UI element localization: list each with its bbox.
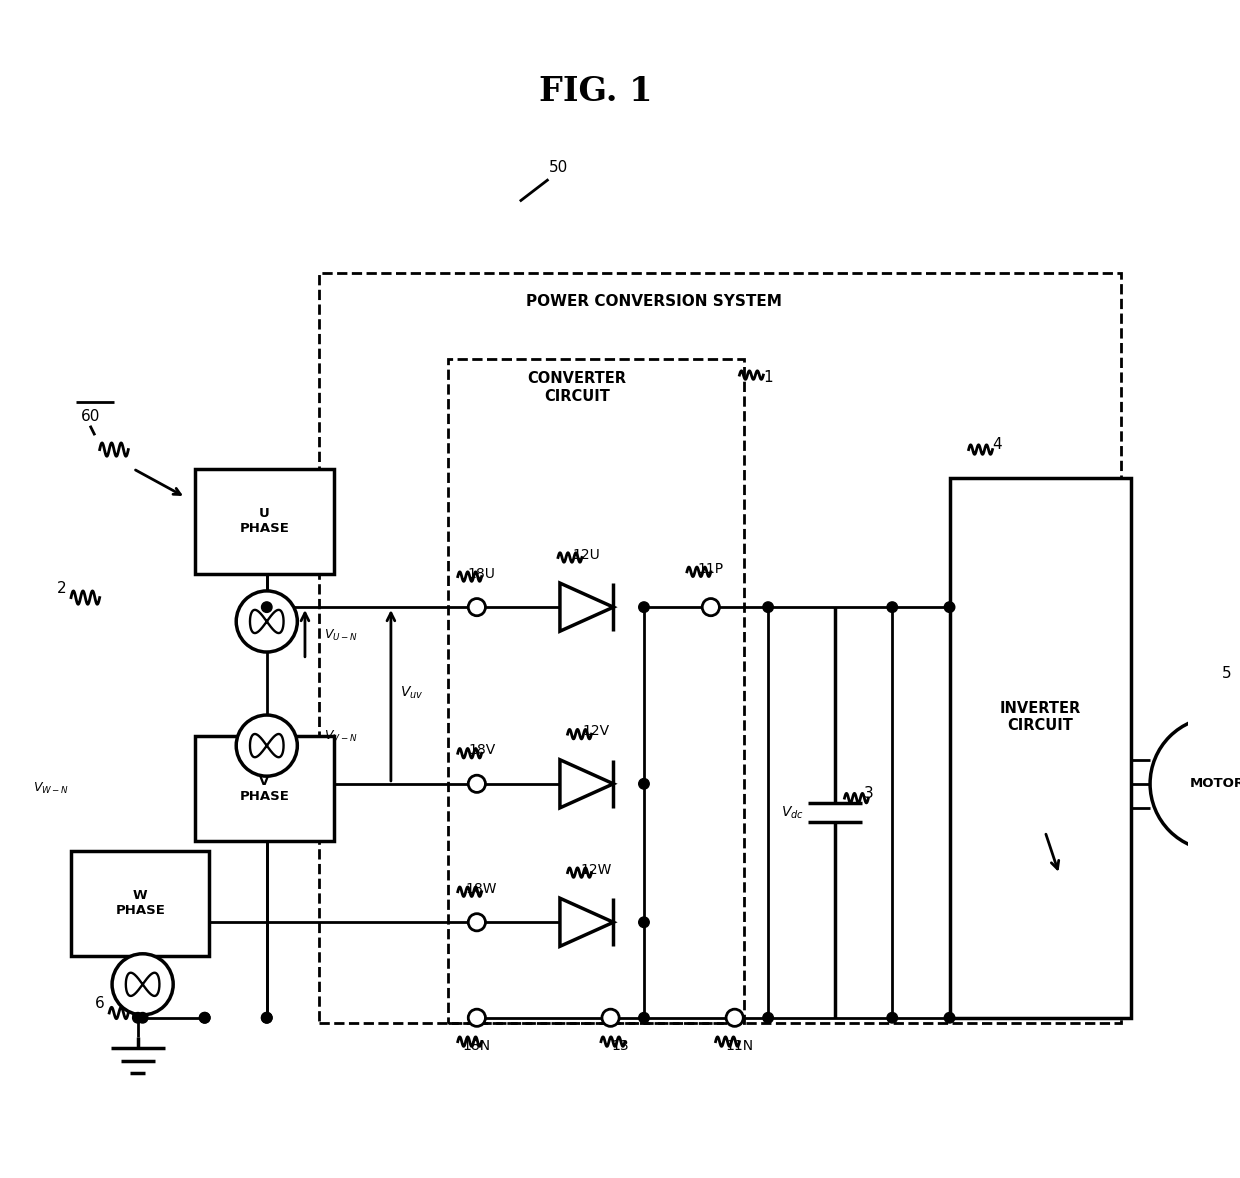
Bar [71, 851, 210, 955]
Text: 2: 2 [57, 581, 66, 596]
Circle shape [469, 775, 485, 793]
Circle shape [469, 1010, 485, 1026]
Circle shape [639, 779, 650, 789]
Text: 18N: 18N [463, 1039, 491, 1053]
Circle shape [639, 1013, 650, 1023]
Circle shape [763, 1013, 774, 1023]
Text: CONVERTER
CIRCUIT: CONVERTER CIRCUIT [528, 371, 626, 404]
Circle shape [639, 602, 650, 613]
Bar [448, 359, 744, 1023]
Circle shape [262, 602, 272, 613]
Circle shape [138, 1013, 148, 1023]
Circle shape [200, 1013, 210, 1023]
Circle shape [702, 598, 719, 616]
Text: 50: 50 [548, 160, 568, 176]
Bar [950, 478, 1131, 1018]
Text: INVERTER
CIRCUIT: INVERTER CIRCUIT [999, 701, 1081, 733]
Text: POWER CONVERSION SYSTEM: POWER CONVERSION SYSTEM [526, 294, 781, 309]
Text: 11N: 11N [725, 1039, 754, 1053]
Text: W
PHASE: W PHASE [115, 889, 165, 918]
Bar [319, 273, 1121, 1023]
Text: 13: 13 [611, 1039, 629, 1053]
Text: $V_{U-N}$: $V_{U-N}$ [324, 628, 358, 643]
Circle shape [133, 1013, 143, 1023]
Text: V
PHASE: V PHASE [239, 775, 289, 802]
Text: 1: 1 [764, 370, 773, 385]
Circle shape [763, 602, 774, 613]
Text: 3: 3 [863, 786, 873, 801]
Text: $V_{W-N}$: $V_{W-N}$ [32, 781, 69, 796]
Circle shape [236, 715, 298, 776]
Circle shape [601, 1010, 619, 1026]
Polygon shape [560, 583, 614, 631]
Text: $V_{V-N}$: $V_{V-N}$ [324, 728, 357, 743]
Text: 6: 6 [94, 995, 104, 1011]
Circle shape [469, 914, 485, 931]
Text: 18V: 18V [467, 743, 495, 757]
Text: 5: 5 [1221, 667, 1231, 682]
Circle shape [945, 602, 955, 613]
Text: 11P: 11P [698, 562, 724, 576]
Circle shape [945, 1013, 955, 1023]
Text: $V_{uv}$: $V_{uv}$ [401, 684, 424, 701]
Circle shape [262, 1013, 272, 1023]
Circle shape [469, 598, 485, 616]
Polygon shape [560, 760, 614, 808]
Text: MOTOR: MOTOR [1189, 777, 1240, 790]
Text: 60: 60 [81, 409, 99, 424]
Circle shape [200, 1013, 210, 1023]
Circle shape [1149, 717, 1240, 851]
Text: U
PHASE: U PHASE [239, 508, 289, 535]
Text: FIG. 1: FIG. 1 [539, 75, 653, 108]
Text: $V_{dc}$: $V_{dc}$ [780, 805, 804, 821]
Text: 18U: 18U [467, 567, 496, 581]
Polygon shape [560, 898, 614, 946]
Text: 4: 4 [992, 437, 1002, 452]
Circle shape [727, 1010, 743, 1026]
Circle shape [112, 954, 174, 1015]
Circle shape [262, 1013, 272, 1023]
Text: 12W: 12W [580, 862, 611, 876]
Circle shape [887, 602, 898, 613]
Text: 12U: 12U [573, 548, 600, 562]
Circle shape [236, 591, 298, 653]
Text: 18W: 18W [466, 882, 497, 895]
Circle shape [639, 916, 650, 927]
Circle shape [887, 1013, 898, 1023]
Bar [195, 736, 334, 841]
Text: 12V: 12V [583, 724, 610, 739]
Bar [195, 469, 334, 574]
